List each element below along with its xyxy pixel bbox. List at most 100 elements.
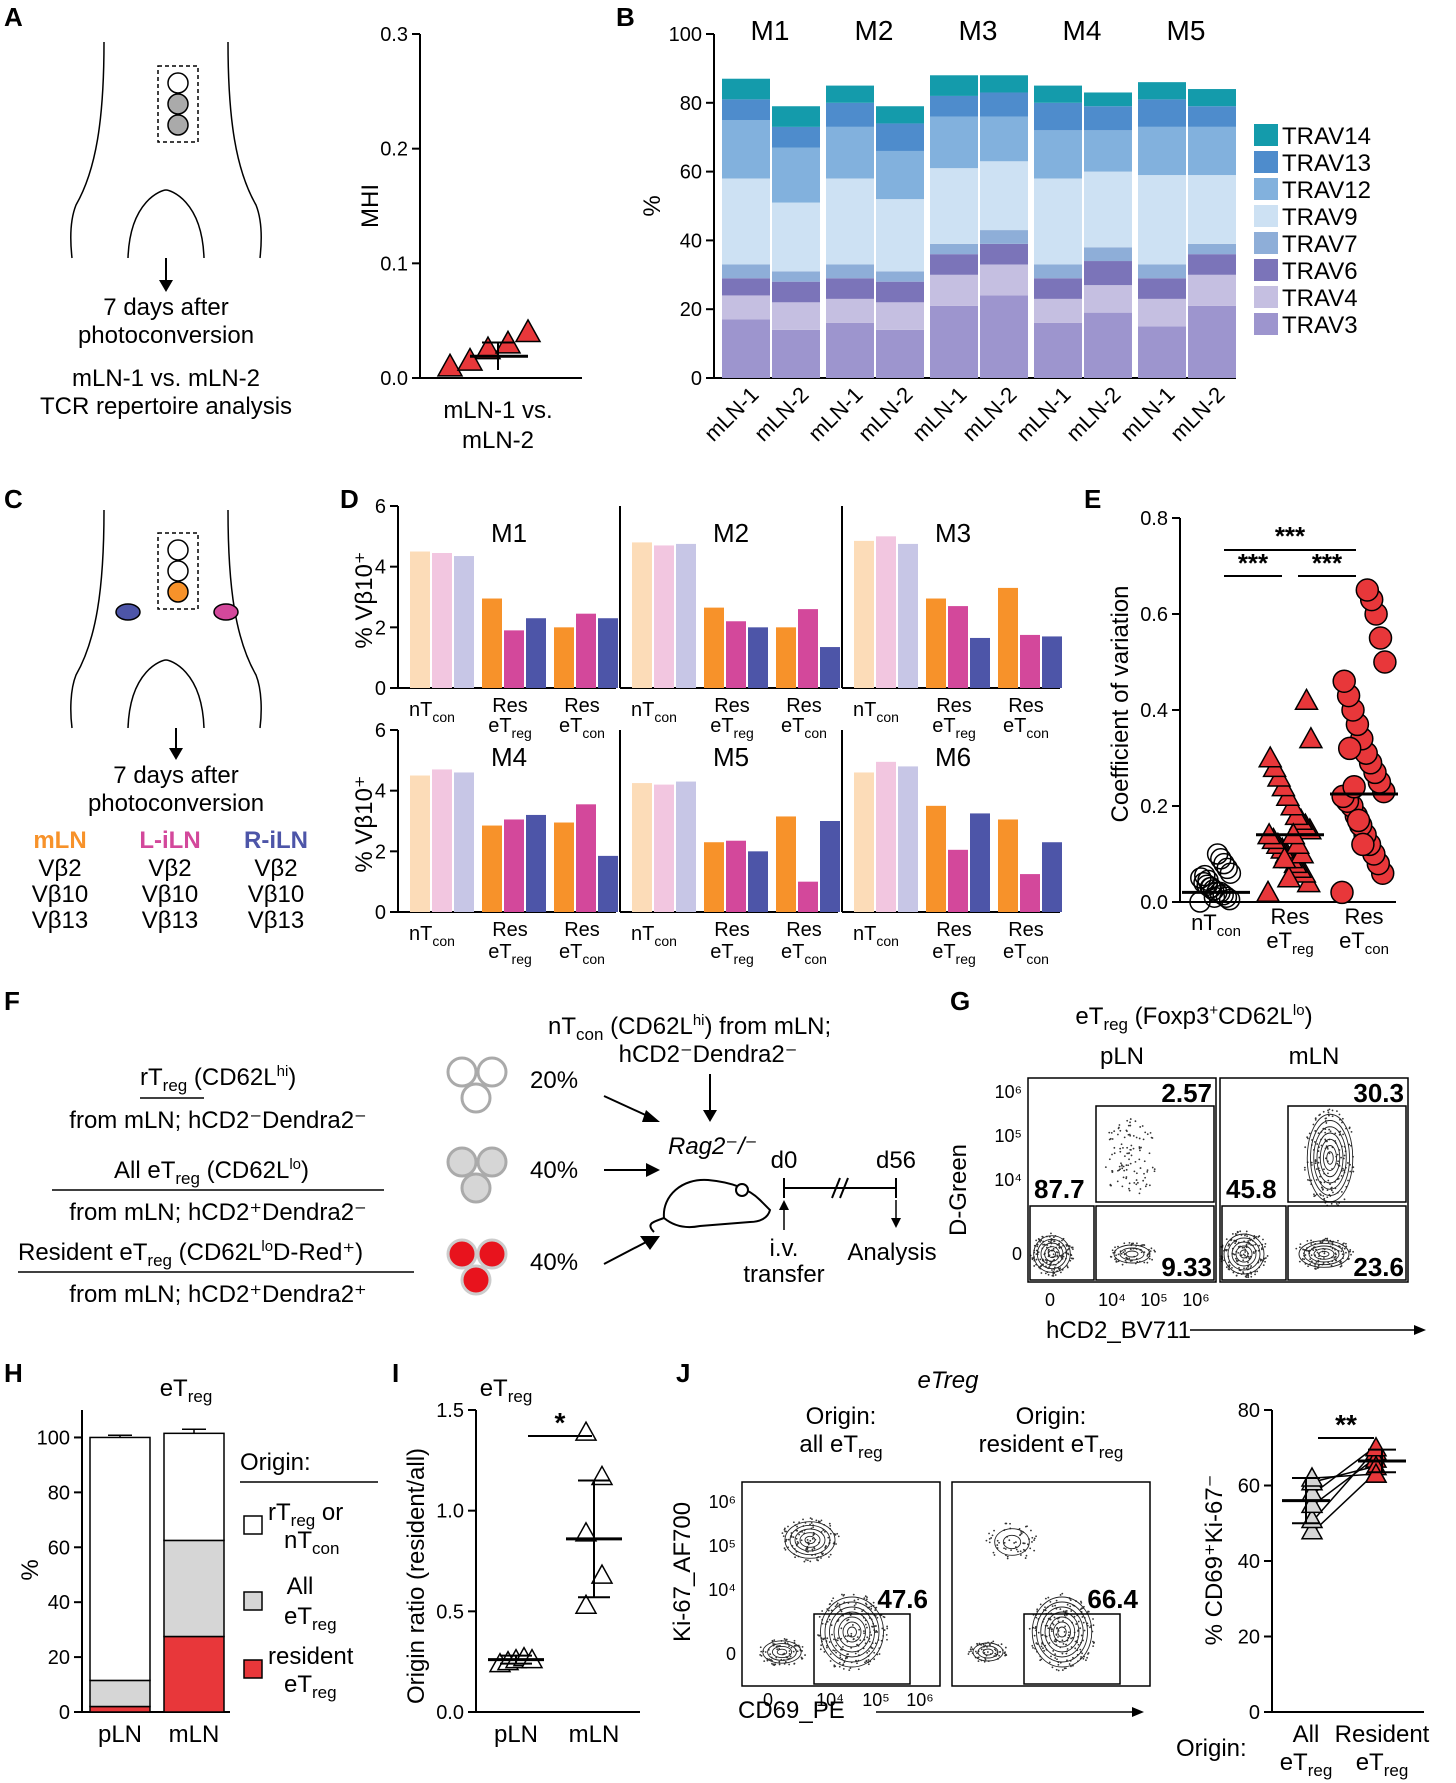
g-plot-mln-event (1250, 1275, 1253, 1278)
mouse-icon (662, 1178, 772, 1228)
g-plot-mln-event (1327, 1172, 1329, 1175)
trav-segment-trav9 (930, 168, 978, 244)
mhi-point (514, 318, 542, 343)
j-facs-all-event (840, 1627, 843, 1630)
arrow-c-head (169, 748, 183, 760)
cd69-pair-line (1313, 1473, 1375, 1532)
g-plot-pln-event (1111, 1138, 1114, 1140)
g-plot-pln-event (1127, 1164, 1130, 1167)
g-plot-mln-event (1334, 1132, 1337, 1135)
panel-c-group-item: Vβ13 (248, 907, 305, 934)
g-plot-mln-event (1310, 1239, 1312, 1242)
vb10-mouse-label: M2 (713, 518, 749, 548)
j-facs-all-event (856, 1636, 859, 1639)
mouse-ear (735, 1183, 749, 1197)
panel-d-label: D (340, 484, 359, 514)
trav-segment-trav9 (722, 178, 770, 265)
g-plot-pln-event (1037, 1251, 1040, 1254)
mouse-tail (649, 1217, 665, 1233)
vb10-y-tick-label: 2 (375, 841, 386, 863)
pct-rtreg: 20% (530, 1067, 578, 1094)
j-facs-x-tick-label: 0 (763, 1690, 773, 1710)
j-facs-all-event (865, 1603, 868, 1606)
j-facs-all-event (824, 1546, 827, 1549)
g-plot-mln-event (1237, 1252, 1240, 1254)
vb10-bar (654, 545, 674, 688)
trav-segment-trav3 (1188, 305, 1236, 378)
j-facs-all-event (871, 1625, 874, 1628)
vb10-bar (598, 855, 618, 912)
j-facs-all-event (803, 1560, 806, 1563)
trav-legend-swatch (1254, 205, 1278, 227)
j-facs-all-event (853, 1604, 856, 1607)
j-facs-resident-event (1045, 1635, 1048, 1638)
g-plot-mln-event (1331, 1115, 1334, 1118)
j-facs-all-event (792, 1536, 795, 1539)
g-plot-pln-event (1132, 1134, 1135, 1137)
j-facs-all-event (863, 1632, 865, 1635)
g-plot-mln-event (1258, 1235, 1261, 1237)
j-facs-all-event (861, 1610, 863, 1613)
trav-legend-label: TRAV14 (1282, 123, 1371, 150)
g-plot-mln-event (1225, 1266, 1228, 1269)
g-plot-pln-event (1110, 1184, 1112, 1187)
j-facs-resident-event (1050, 1655, 1052, 1658)
j-facs-all-event (875, 1625, 877, 1627)
g-plot-pln-event (1066, 1248, 1069, 1251)
g-plot-mln-event (1262, 1238, 1264, 1241)
j-facs-resident-event (1034, 1627, 1037, 1630)
g-plot-mln-event (1298, 1246, 1301, 1249)
g-plot-pln-event (1128, 1187, 1130, 1190)
g-plot-pln-event (1128, 1241, 1131, 1244)
j-facs-all-event (829, 1660, 832, 1662)
g-plot-pln-event (1132, 1147, 1135, 1150)
trav-segment-trav9 (1188, 175, 1236, 244)
legend-swatch-all (243, 1591, 263, 1611)
g-plot-mln-event (1314, 1268, 1317, 1270)
g-xlabel-arrow-head (1414, 1325, 1426, 1335)
g-plot-pln-event (1053, 1268, 1056, 1271)
panel-c-line1: 7 days after (113, 762, 238, 789)
trav-legend-swatch (1254, 313, 1278, 335)
trav-segment-trav7 (1138, 264, 1186, 279)
j-facs-all-event (828, 1618, 831, 1621)
cv-point-res-etreg (1255, 879, 1281, 902)
vb10-bar (998, 587, 1018, 688)
trav-mouse-label: M1 (751, 15, 790, 46)
j-facs-resident-event (1052, 1623, 1055, 1626)
vb10-bar (1042, 636, 1062, 688)
vb10-bar (704, 607, 724, 688)
vb10-group-label: Res (714, 695, 750, 717)
origin-x-label: mLN (169, 1721, 220, 1748)
j-facs-resident-frame (951, 1481, 1151, 1687)
trav-segment-trav6 (1188, 254, 1236, 275)
j-facs-all-event (866, 1636, 869, 1639)
j-facs-resident-contour (1031, 1596, 1093, 1668)
g-plot-pln-event (1114, 1258, 1116, 1261)
j-facs-resident-event (1048, 1661, 1051, 1664)
trav-segment-trav7 (1084, 247, 1132, 262)
g-plot-mln-event (1337, 1160, 1340, 1163)
j-facs-all-event (807, 1543, 810, 1546)
g-plot-mln-event (1227, 1268, 1230, 1270)
vb10-bar (748, 627, 768, 688)
j-facs-resident-event (994, 1652, 997, 1655)
j-facs-y-tick-label: 0 (726, 1644, 736, 1664)
g-plot-mln-contour (1323, 1145, 1337, 1171)
cd69-pair-line (1313, 1465, 1375, 1483)
vb10-mouse-label: M3 (935, 518, 971, 548)
g-plot-mln-event (1328, 1114, 1330, 1117)
j-facs-resident-contour (1002, 1534, 1022, 1550)
j-facs-all-event (790, 1535, 793, 1538)
g-plot-mln-event (1343, 1154, 1346, 1157)
g-plot-mln-event (1234, 1242, 1237, 1245)
j-facs-all-event (829, 1532, 832, 1535)
g-plot-mln-event (1328, 1108, 1331, 1111)
g-plot-pln-event (1146, 1171, 1149, 1173)
g-plot-mln-event (1318, 1156, 1321, 1159)
trav-segment-trav4 (1188, 274, 1236, 306)
g-plot-pln-event (1123, 1242, 1126, 1245)
j-facs-all-event (857, 1598, 860, 1601)
g-plot-mln-event (1244, 1234, 1246, 1237)
j-facs-all-event (793, 1662, 796, 1665)
